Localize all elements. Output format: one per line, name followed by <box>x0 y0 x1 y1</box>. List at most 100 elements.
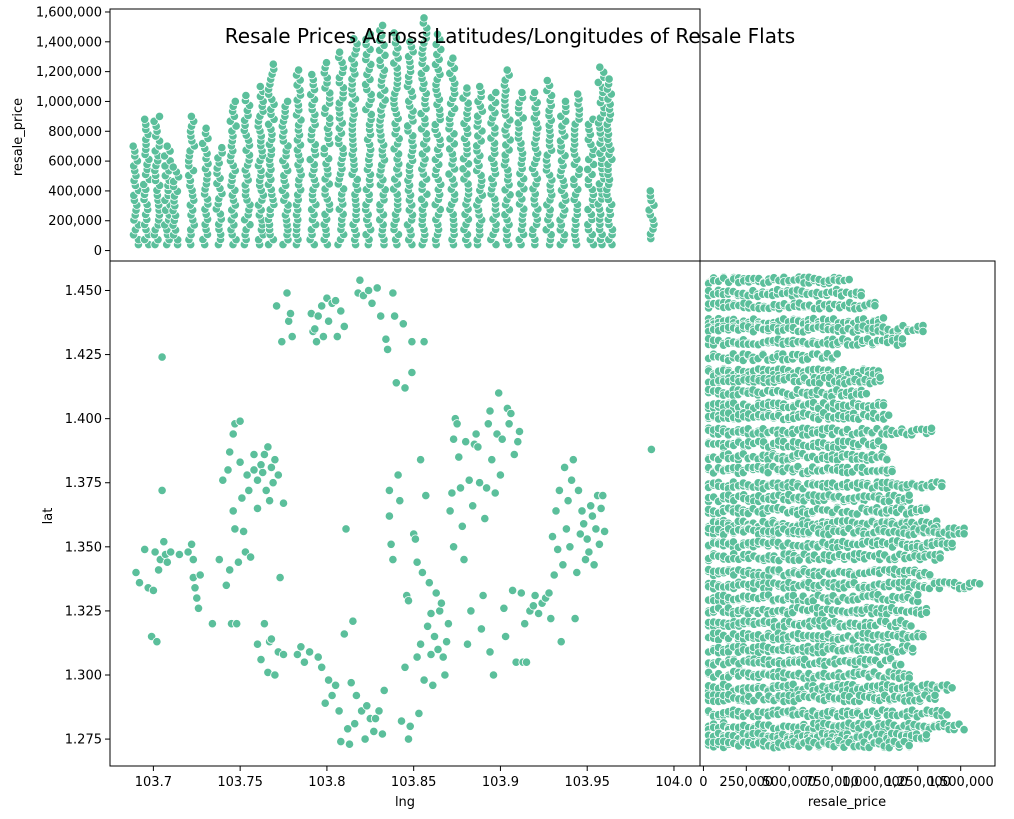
main-point <box>579 519 589 529</box>
top-point <box>604 74 614 84</box>
top-y-tick-label: 400,000 <box>48 184 102 199</box>
main-point <box>417 567 427 578</box>
main-point <box>485 406 495 416</box>
main-point <box>403 734 414 744</box>
top-y-tick-label: 800,000 <box>48 125 102 140</box>
main-point <box>266 462 276 472</box>
main-point <box>551 506 561 516</box>
main-point <box>183 547 193 557</box>
main-point <box>376 311 386 321</box>
main-point <box>563 496 573 506</box>
right-x-tick-label: 0 <box>699 775 707 790</box>
main-point <box>154 565 164 575</box>
main-point <box>386 539 396 549</box>
main-point <box>363 285 374 296</box>
main-point <box>313 652 323 662</box>
top-point <box>282 96 293 107</box>
main-point <box>448 434 459 444</box>
main-point <box>504 419 514 429</box>
main-point <box>447 488 457 498</box>
main-point <box>487 455 497 465</box>
top-point <box>307 70 317 80</box>
main-point <box>273 470 283 480</box>
main-point <box>268 478 278 488</box>
main-point <box>207 619 217 629</box>
main-point <box>454 452 464 462</box>
right-point <box>875 372 885 383</box>
right-point <box>921 504 932 514</box>
main-point <box>190 583 200 593</box>
top-point <box>128 141 138 151</box>
main-point <box>405 721 415 731</box>
main-point <box>596 503 606 513</box>
main-point <box>547 531 558 542</box>
main-point <box>246 552 256 562</box>
main-point <box>192 593 202 603</box>
main-point <box>187 539 197 549</box>
right-point <box>870 301 880 311</box>
main-point <box>462 639 473 649</box>
main-point <box>594 539 605 549</box>
main-point <box>500 631 511 642</box>
main-point <box>480 513 490 524</box>
main-point <box>438 652 448 662</box>
main-point <box>370 713 381 724</box>
main-y-axis-label: lat <box>41 508 56 525</box>
main-point <box>513 437 523 447</box>
main-point <box>520 619 530 629</box>
main-point <box>350 719 360 729</box>
right-point <box>959 529 969 539</box>
top-point <box>334 47 345 57</box>
main-point <box>483 419 493 429</box>
main-point <box>330 296 341 306</box>
main-point <box>351 690 361 701</box>
main-point <box>565 542 575 552</box>
top-point <box>595 62 605 72</box>
main-point <box>395 496 405 506</box>
main-point <box>270 670 280 680</box>
main-point <box>341 524 351 534</box>
main-point <box>400 662 410 672</box>
main-point <box>419 337 429 347</box>
main-point <box>549 570 559 580</box>
top-y-tick-label: 1,400,000 <box>36 35 102 50</box>
main-point <box>259 449 269 460</box>
main-point <box>266 634 276 644</box>
main-point <box>261 485 271 495</box>
top-point <box>230 96 240 107</box>
main-point <box>278 649 289 660</box>
right-point <box>937 481 947 491</box>
right-point <box>896 659 906 670</box>
right-point <box>918 631 928 642</box>
main-x-tick-label: 103.95 <box>564 775 610 790</box>
main-point <box>554 485 565 495</box>
main-point <box>481 483 492 493</box>
main-point <box>131 567 141 578</box>
top-point <box>217 143 227 153</box>
main-point <box>230 524 240 534</box>
main-point <box>490 488 500 498</box>
top-point <box>349 34 359 44</box>
main-point <box>221 580 231 590</box>
top-point <box>517 87 527 98</box>
main-y-tick-label: 1.325 <box>65 604 102 619</box>
top-point <box>573 89 583 99</box>
right-point <box>884 410 894 420</box>
top-y-tick-label: 200,000 <box>48 214 102 229</box>
main-point <box>530 590 540 601</box>
top-point <box>444 169 454 179</box>
main-point <box>344 739 355 749</box>
main-point <box>570 613 580 624</box>
main-point <box>355 275 365 285</box>
right-point <box>921 607 932 618</box>
main-x-tick-label: 103.9 <box>482 775 519 790</box>
main-point <box>580 554 591 565</box>
main-point <box>558 560 568 570</box>
top-y-tick-label: 0 <box>94 244 102 259</box>
top-point <box>321 58 332 68</box>
main-point <box>646 444 657 454</box>
main-point <box>559 462 570 472</box>
main-point <box>407 367 417 378</box>
main-point <box>415 639 426 649</box>
main-point <box>566 475 577 485</box>
